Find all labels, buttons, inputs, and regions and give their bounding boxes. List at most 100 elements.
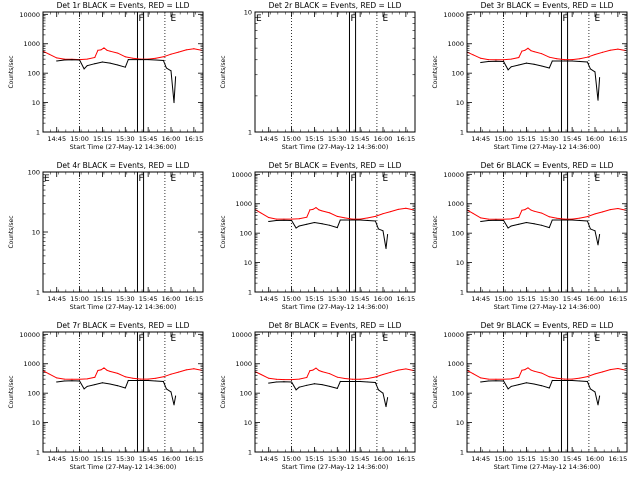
- data-point: [551, 379, 553, 382]
- data-point: [382, 213, 384, 215]
- y-tick-label: 1: [248, 449, 252, 457]
- data-point: [533, 63, 535, 65]
- data-point: [175, 76, 177, 78]
- data-point: [487, 219, 489, 222]
- data-point: [617, 207, 619, 210]
- data-point: [132, 377, 134, 379]
- data-point: [548, 216, 550, 218]
- y-axis-label: Counts/sec: [8, 375, 15, 408]
- data-point: [48, 373, 50, 375]
- data-point: [351, 378, 354, 380]
- data-point: [525, 221, 527, 224]
- data-point: [155, 59, 157, 61]
- marker-label: E: [382, 334, 388, 344]
- data-point: [71, 380, 73, 382]
- data-point: [571, 60, 573, 62]
- data-point: [503, 380, 505, 382]
- marker-label: F: [562, 334, 567, 344]
- y-tick-label: 100: [28, 390, 40, 398]
- data-point: [367, 377, 369, 380]
- data-point: [306, 384, 308, 386]
- data-point: [132, 57, 134, 59]
- data-point: [533, 370, 535, 372]
- data-point: [495, 218, 497, 220]
- data-point: [117, 385, 119, 387]
- series-line-black: [480, 380, 601, 406]
- data-point: [139, 379, 142, 382]
- data-point: [127, 59, 129, 61]
- data-point: [503, 60, 505, 63]
- data-point: [518, 64, 520, 66]
- data-point: [510, 66, 512, 68]
- data-point: [594, 230, 596, 232]
- plot-frame: [254, 171, 416, 293]
- y-tick-label: 10: [244, 419, 252, 427]
- y-axis-label: Counts/sec: [8, 55, 15, 88]
- data-point: [495, 59, 497, 61]
- data-point: [185, 369, 187, 371]
- data-point: [541, 53, 543, 55]
- x-axis-label: Start Time (27-May-12 14:36:00): [494, 143, 601, 151]
- data-point: [162, 380, 164, 383]
- data-point: [487, 59, 489, 61]
- x-tick-label: 14:45: [259, 455, 278, 463]
- y-tick-label: 1000: [23, 40, 40, 48]
- data-point: [530, 369, 532, 371]
- chart-panel-4: Det 4r BLACK = Events, RED = LLD E F E 1 10 10…: [8, 161, 204, 311]
- y-tick-label: 1: [460, 449, 464, 457]
- data-point: [525, 382, 527, 384]
- data-point: [617, 367, 619, 370]
- data-point: [309, 370, 311, 372]
- data-point: [48, 53, 50, 55]
- data-point: [503, 218, 505, 220]
- y-tick-label: 1: [460, 289, 464, 297]
- data-point: [56, 377, 58, 379]
- data-point: [321, 223, 323, 225]
- data-point: [597, 404, 599, 406]
- x-tick-label: 15:45: [139, 295, 158, 303]
- data-point: [291, 381, 293, 383]
- x-tick-label: 16:15: [396, 455, 415, 463]
- x-tick-label: 16:15: [184, 455, 203, 463]
- chart-title: Det 4r BLACK = Events, RED = LLD: [57, 161, 190, 170]
- x-tick-label: 15:00: [282, 135, 301, 143]
- data-point: [367, 217, 369, 219]
- y-tick-label: 1000: [447, 200, 464, 208]
- y-axis-label: Counts/sec: [8, 215, 15, 248]
- x-tick-label: 15:15: [305, 135, 324, 143]
- data-point: [487, 378, 489, 380]
- data-point: [170, 373, 172, 375]
- data-point: [97, 369, 99, 372]
- data-point: [79, 380, 81, 382]
- y-tick-label: 10: [244, 9, 252, 17]
- marker-label: E: [170, 174, 176, 184]
- data-point: [387, 233, 389, 236]
- data-point: [71, 59, 73, 61]
- x-tick-label: 14:45: [471, 455, 490, 463]
- data-point: [312, 369, 314, 371]
- data-point: [586, 216, 588, 218]
- data-point: [359, 219, 361, 221]
- data-point: [503, 219, 505, 222]
- x-tick-label: 15:15: [517, 295, 536, 303]
- chart-title: Det 1r BLACK = Events, RED = LLD: [57, 1, 190, 10]
- data-point: [321, 210, 323, 212]
- data-point: [359, 378, 361, 380]
- data-point: [94, 376, 96, 378]
- y-tick-label: 1: [248, 129, 252, 137]
- marker-label: E: [382, 14, 388, 24]
- plot-frame: [42, 171, 204, 293]
- data-point: [579, 58, 581, 60]
- data-point: [602, 371, 604, 373]
- y-tick-label: 10: [244, 259, 252, 267]
- data-point: [329, 373, 331, 375]
- x-tick-label: 15:45: [563, 295, 582, 303]
- data-point: [599, 77, 601, 79]
- series-line-red: [254, 367, 414, 381]
- data-point: [579, 217, 581, 219]
- marker-label: E: [170, 334, 176, 344]
- x-tick-label: 16:00: [374, 135, 393, 143]
- data-point: [507, 69, 509, 71]
- data-point: [533, 223, 535, 225]
- x-tick-label: 14:45: [471, 295, 490, 303]
